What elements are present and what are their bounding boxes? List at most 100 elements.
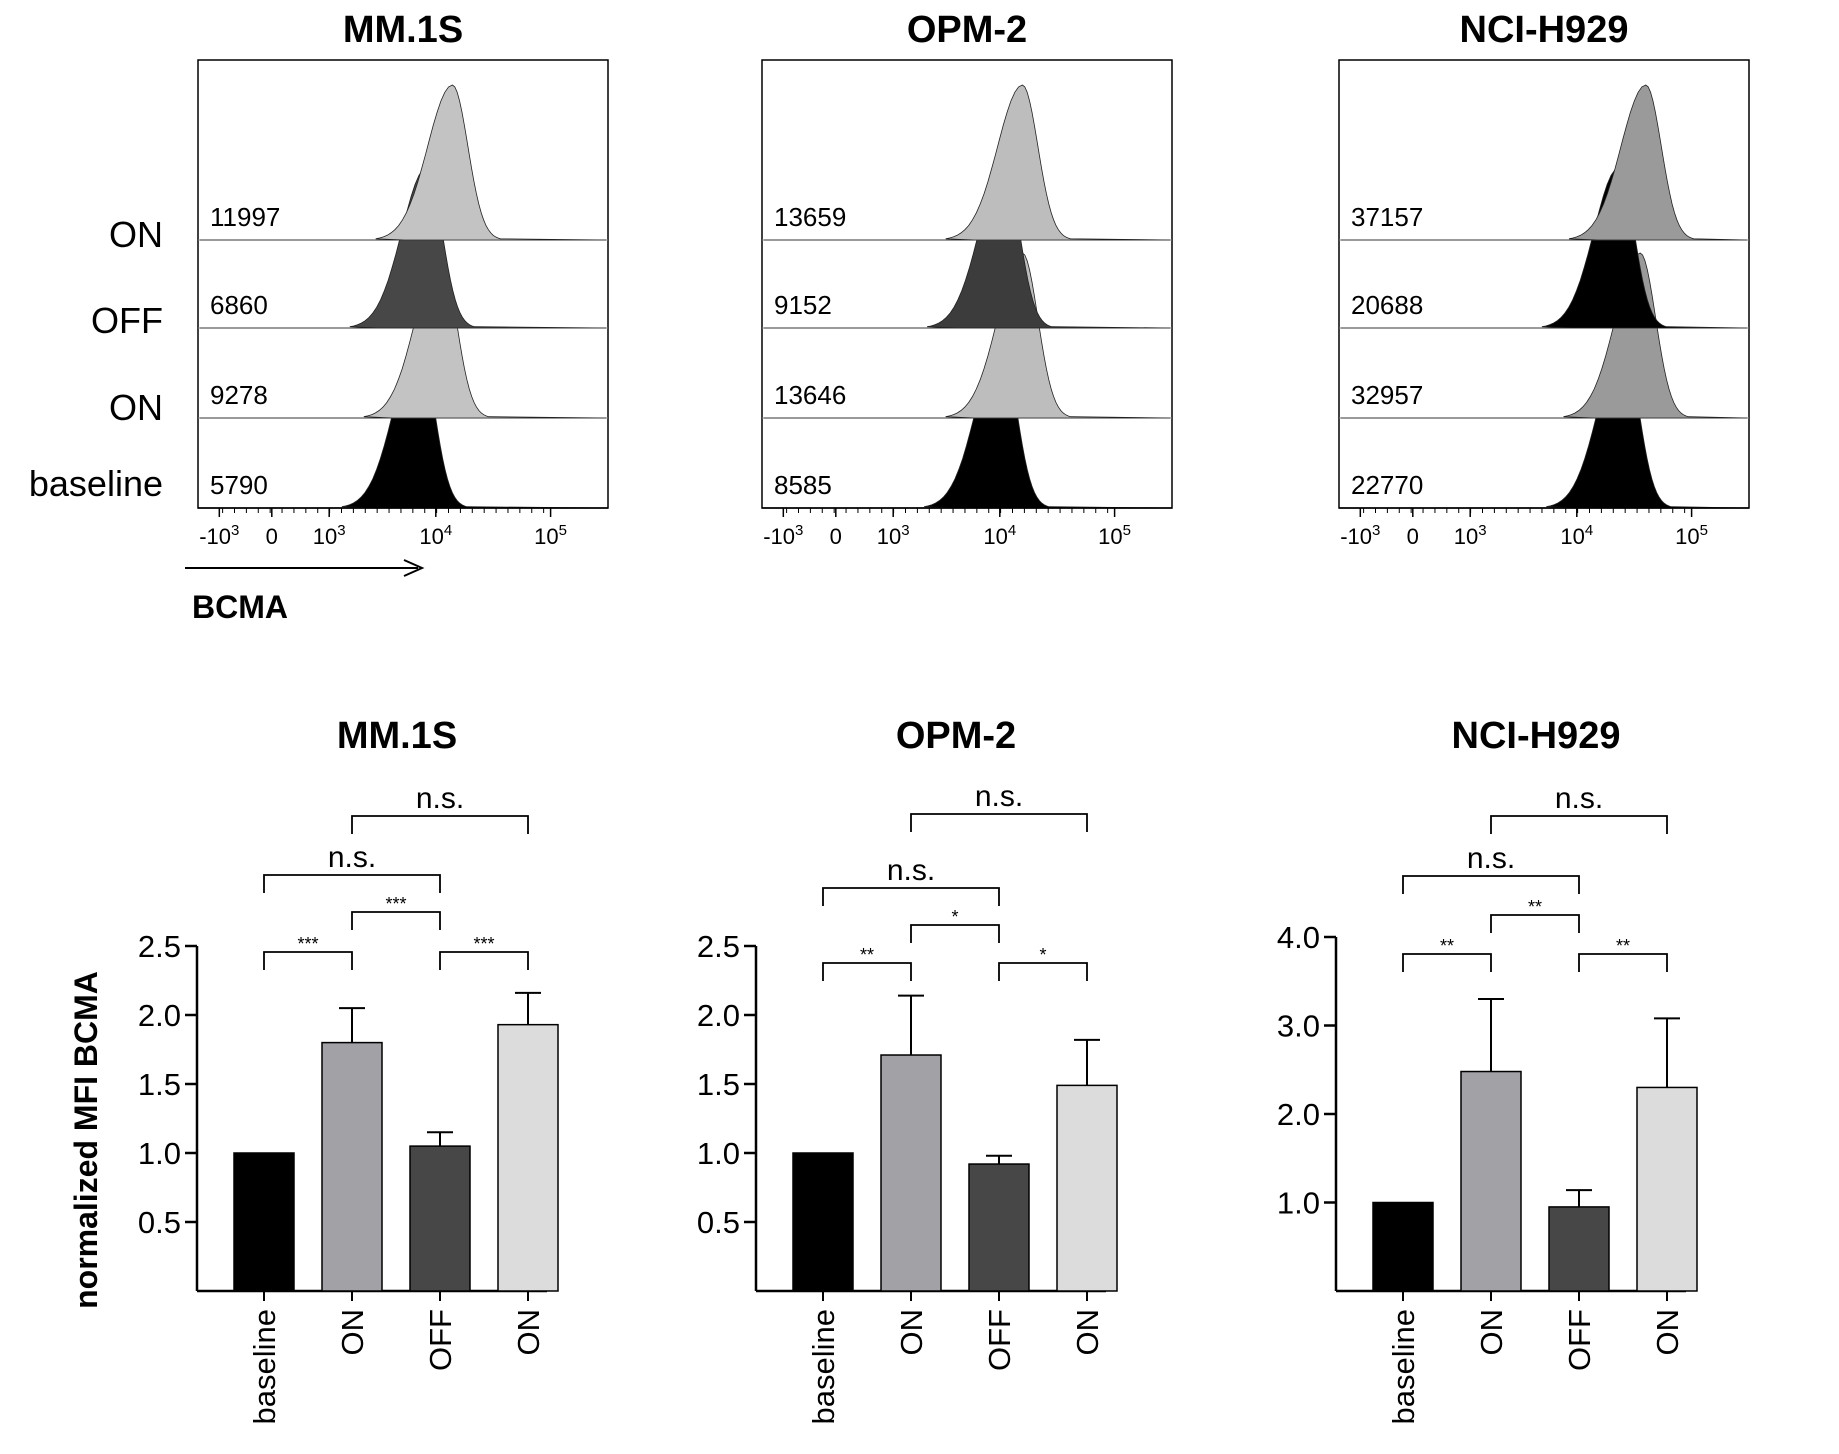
row-label-on-2: ON: [109, 387, 163, 428]
mfi-value: 20688: [1351, 290, 1423, 320]
x-tick-label: 105: [534, 522, 567, 549]
y-tick-label: 2.0: [697, 998, 740, 1033]
x-tick-label: 0: [830, 524, 842, 549]
y-tick-label: 1.0: [1277, 1186, 1320, 1221]
x-tick-label: 105: [1098, 522, 1131, 549]
significance-bracket: [1402, 875, 1580, 894]
significance-bracket: [263, 951, 353, 970]
bar-y-axis-label: normalized MFI BCMA: [68, 971, 104, 1309]
bar-chart-panel: MM.1S 0.5 1.0 1.5 2.0 2.5 baseline ON OFF ON *** **…: [138, 715, 559, 1424]
mfi-value: 32957: [1351, 380, 1423, 410]
mfi-value: 13659: [774, 202, 846, 232]
y-tick-label: 2.0: [1277, 1097, 1320, 1132]
x-tick-label: 104: [419, 522, 452, 549]
category-label: baseline: [806, 1309, 841, 1424]
bar: [1372, 1201, 1434, 1292]
bar-chart-panel: NCI-H929 1.0 2.0 3.0 4.0 baseline ON OFF ON ** ** *…: [1277, 715, 1698, 1424]
significance-label: ***: [297, 934, 318, 954]
y-tick-label: 0.5: [138, 1205, 181, 1240]
significance-bracket: [1490, 815, 1668, 834]
y-tick-label: 1.5: [138, 1067, 181, 1102]
category-label: ON: [1650, 1309, 1685, 1356]
x-tick-label: 103: [877, 522, 910, 549]
bar: [880, 1054, 942, 1292]
category-label: ON: [511, 1309, 546, 1356]
histogram-peak: [200, 84, 607, 241]
significance-label: n.s.: [416, 782, 464, 815]
significance-label: **: [1440, 936, 1454, 956]
y-tick-label: 2.0: [138, 998, 181, 1033]
significance-bracket: [910, 813, 1088, 832]
x-tick-label: 103: [1454, 522, 1487, 549]
y-tick-label: 1.0: [138, 1136, 181, 1171]
histogram-panel: OPM-2 8585 13646 9152 13659 -103 0 103 104 105: [761, 9, 1173, 549]
histogram-row-labels: ON OFF ON baseline: [29, 214, 163, 504]
y-tick-label: 2.5: [138, 929, 181, 964]
mfi-value: 22770: [1351, 470, 1423, 500]
mfi-value: 9278: [210, 380, 268, 410]
bar-chart-title: NCI-H929: [1452, 715, 1621, 757]
bar: [497, 1023, 559, 1292]
significance-bracket: [351, 815, 529, 834]
category-label: baseline: [1386, 1309, 1421, 1424]
x-tick-label: 0: [1407, 524, 1419, 549]
y-tick-label: 1.5: [697, 1067, 740, 1102]
category-label: baseline: [247, 1309, 282, 1424]
category-label: ON: [1474, 1309, 1509, 1356]
x-tick-label: 105: [1675, 522, 1708, 549]
x-tick-label: 104: [983, 522, 1016, 549]
bar: [1636, 1086, 1698, 1292]
y-tick-label: 3.0: [1277, 1009, 1320, 1044]
bar: [233, 1152, 295, 1292]
significance-label: **: [860, 945, 874, 965]
y-tick-label: 4.0: [1277, 920, 1320, 955]
significance-label: n.s.: [1467, 842, 1515, 875]
bar: [409, 1145, 471, 1292]
category-label: OFF: [423, 1309, 458, 1371]
mfi-value: 5790: [210, 470, 268, 500]
x-tick-label: 103: [313, 522, 346, 549]
bar: [1460, 1070, 1522, 1292]
significance-bracket: [1490, 914, 1580, 933]
category-label: ON: [1070, 1309, 1105, 1356]
bar-chart-title: OPM-2: [896, 715, 1016, 757]
bar: [321, 1041, 383, 1292]
row-label-on-1: ON: [109, 214, 163, 255]
significance-bracket: [822, 962, 912, 981]
mfi-value: 8585: [774, 470, 832, 500]
significance-label: ***: [473, 934, 494, 954]
significance-bracket: [910, 924, 1000, 943]
x-tick-label: -103: [199, 522, 239, 549]
histogram-x-axis: -103 0 103 104 105: [762, 507, 1172, 549]
x-tick-label: -103: [1340, 522, 1380, 549]
significance-label: *: [951, 907, 958, 927]
histogram-title: OPM-2: [907, 9, 1027, 51]
significance-bracket: [351, 911, 441, 930]
bar: [968, 1163, 1030, 1292]
histogram-x-axis: -103 0 103 104 105: [1339, 507, 1749, 549]
significance-bracket: [822, 887, 1000, 906]
significance-label: **: [1616, 936, 1630, 956]
histogram-title: MM.1S: [343, 9, 463, 51]
y-tick-label: 0.5: [697, 1205, 740, 1240]
category-label: OFF: [982, 1309, 1017, 1371]
significance-label: n.s.: [328, 841, 376, 874]
y-tick-label: 2.5: [697, 929, 740, 964]
x-tick-label: 0: [266, 524, 278, 549]
histogram-panel: NCI-H929 22770 32957 20688 37157 -103 0 103 104 1…: [1338, 9, 1750, 549]
histogram-x-axis: -103 0 103 104 105: [198, 507, 608, 549]
bar: [1548, 1206, 1610, 1292]
row-label-baseline: baseline: [29, 463, 163, 504]
significance-label: n.s.: [1555, 782, 1603, 815]
significance-bracket: [998, 962, 1088, 981]
histogram-panel: MM.1S 5790 9278 6860 11997 -103 0 103 104 105: [197, 9, 609, 549]
x-tick-label: 104: [1560, 522, 1593, 549]
category-label: ON: [335, 1309, 370, 1356]
x-tick-label: -103: [763, 522, 803, 549]
significance-bracket: [439, 951, 529, 970]
histogram-title: NCI-H929: [1460, 9, 1629, 51]
category-label: ON: [894, 1309, 929, 1356]
bar: [1056, 1084, 1118, 1292]
